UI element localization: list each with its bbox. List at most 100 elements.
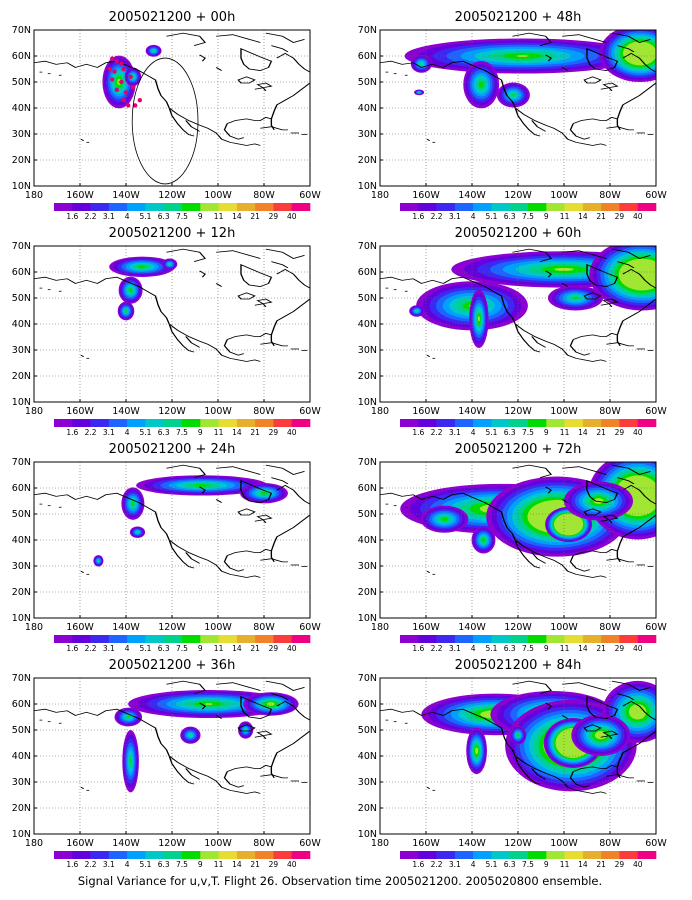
colorbar-swatch: [236, 419, 256, 427]
colorbar-label: 40: [633, 860, 643, 869]
colorbar-swatch: [218, 851, 238, 859]
colorbar-label: 6.3: [158, 644, 170, 653]
colorbar-swatch: [255, 419, 274, 427]
figure-caption: Signal Variance for u,v,T. Flight 26. Ob…: [78, 874, 602, 888]
colorbar-swatch: [582, 203, 602, 211]
colorbar-label: 21: [250, 212, 260, 221]
colorbar-label: 1.6: [66, 212, 78, 221]
colorbar-label: 14: [578, 212, 588, 221]
colorbar-swatch: [637, 851, 657, 859]
map-panel: 2005021200 + 12h 180 160W 140W 120W 100W 80W 60…: [12, 226, 322, 437]
lat-tick-label: 40N: [358, 103, 377, 114]
colorbar-swatch: [54, 419, 73, 427]
lon-tick-label: 120W: [158, 838, 186, 849]
lat-tick-label: 20N: [358, 371, 377, 382]
lon-tick-label: 140W: [112, 406, 140, 417]
colorbar-label: 11: [560, 428, 570, 437]
colorbar-swatch: [454, 203, 474, 211]
colorbar-label: 2.2: [85, 860, 97, 869]
observation-point: [137, 98, 142, 103]
lon-tick-label: 160W: [412, 838, 440, 849]
colorbar-label: 40: [287, 428, 297, 437]
colorbar: 1.6 2.2 3.1 4 5.1 6.3 7.5 9 11 14 21 29 40: [54, 203, 311, 221]
colorbar-swatch: [273, 419, 293, 427]
variance-contour: [481, 538, 486, 542]
lon-tick-label: 140W: [458, 190, 486, 201]
colorbar-swatch: [72, 419, 91, 427]
observation-point: [114, 59, 120, 64]
colorbar-label: 40: [287, 860, 297, 869]
lat-tick-label: 30N: [12, 345, 31, 356]
lon-tick-label: 140W: [458, 406, 486, 417]
variance-contour: [622, 41, 656, 66]
colorbar-label: 4: [125, 644, 130, 653]
lat-tick-label: 60N: [12, 699, 31, 710]
colorbar-label: 40: [633, 428, 643, 437]
colorbar-swatch: [200, 851, 219, 859]
colorbar-label: 4: [125, 212, 130, 221]
colorbar-label: 2.2: [431, 860, 443, 869]
colorbar-swatch: [601, 851, 620, 859]
lat-tick-label: 30N: [358, 561, 377, 572]
panel-title: 2005021200 + 48h: [455, 10, 582, 25]
colorbar-swatch: [163, 635, 183, 643]
colorbar-label: 21: [596, 644, 606, 653]
colorbar-swatch: [509, 419, 529, 427]
colorbar-label: 5.1: [139, 212, 151, 221]
lon-tick-label: 60W: [299, 622, 321, 633]
colorbar-label: 14: [232, 212, 242, 221]
lat-tick-label: 20N: [358, 587, 377, 598]
panel-title: 2005021200 + 72h: [455, 442, 582, 457]
colorbar-swatch: [200, 419, 219, 427]
panel-title: 2005021200 + 12h: [109, 226, 236, 241]
colorbar-swatch: [127, 203, 146, 211]
panel-title: 2005021200 + 36h: [109, 658, 236, 673]
colorbar-label: 21: [250, 644, 260, 653]
map-grid: [34, 246, 310, 402]
lat-tick-label: 10N: [358, 397, 377, 408]
colorbar-swatch: [163, 419, 183, 427]
variance-contour: [415, 310, 418, 312]
lon-tick-label: 100W: [550, 622, 578, 633]
colorbar-swatch: [564, 203, 584, 211]
map-panel: 2005021200 + 24h 180 160W 140W 120W 100W 80W 60…: [12, 442, 322, 653]
lon-tick-label: 60W: [645, 406, 667, 417]
colorbar-label: 29: [615, 860, 625, 869]
colorbar-swatch: [436, 851, 456, 859]
lon-tick-label: 100W: [550, 838, 578, 849]
colorbar-swatch: [436, 635, 456, 643]
colorbar-label: 29: [269, 212, 279, 221]
colorbar-label: 14: [232, 428, 242, 437]
colorbar-label: 2.2: [85, 428, 97, 437]
colorbar-swatch: [90, 635, 110, 643]
lon-tick-label: 140W: [112, 622, 140, 633]
colorbar-swatch: [509, 851, 529, 859]
colorbar-label: 1.6: [412, 212, 424, 221]
lon-tick-label: 80W: [599, 190, 621, 201]
observation-point: [130, 85, 136, 90]
colorbar-swatch: [436, 419, 456, 427]
lon-tick-label: 180: [25, 406, 43, 417]
colorbar-swatch: [528, 851, 547, 859]
lon-tick-label: 60W: [299, 406, 321, 417]
map-grid: [380, 678, 656, 834]
colorbar-label: 29: [269, 428, 279, 437]
lat-tick-label: 40N: [12, 535, 31, 546]
colorbar-swatch: [54, 635, 73, 643]
lon-tick-label: 100W: [204, 838, 232, 849]
colorbar-label: 7.5: [176, 860, 188, 869]
lat-tick-label: 60N: [358, 699, 377, 710]
lon-tick-label: 120W: [504, 838, 532, 849]
colorbar-swatch: [255, 851, 274, 859]
lat-tick-label: 60N: [12, 483, 31, 494]
colorbar-swatch: [400, 635, 419, 643]
lat-tick-label: 30N: [358, 129, 377, 140]
colorbar-label: 6.3: [504, 428, 516, 437]
variance-contour: [97, 559, 100, 562]
colorbar-swatch: [273, 635, 293, 643]
colorbar-label: 1.6: [412, 644, 424, 653]
lat-tick-label: 30N: [358, 345, 377, 356]
lon-tick-label: 180: [371, 190, 389, 201]
map-grid: [34, 30, 310, 186]
colorbar-swatch: [564, 851, 584, 859]
